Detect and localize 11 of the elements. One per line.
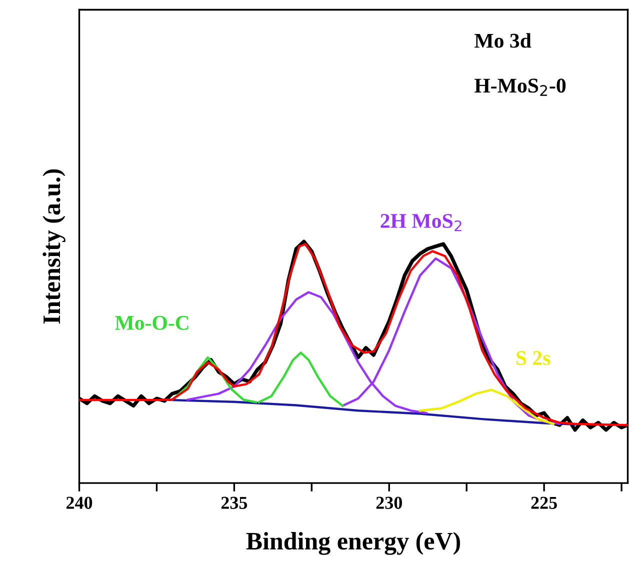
x-axis-title: Binding energy (eV) bbox=[246, 532, 460, 555]
x-tick-label: 240 bbox=[66, 496, 92, 509]
x-tick-label: 230 bbox=[376, 496, 402, 509]
text: H-MoS$_{2}$-0 bbox=[474, 78, 566, 96]
series-label: S 2s bbox=[516, 351, 550, 366]
y-axis-title: Intensity (a.u.) bbox=[42, 169, 66, 324]
x-tick-label: 235 bbox=[221, 496, 248, 509]
text: Mo 3d bbox=[474, 33, 532, 48]
x-tick-label: 225 bbox=[531, 496, 557, 509]
series-label: 2H MoS$_{2}$ bbox=[380, 214, 462, 232]
series-label: Mo-O-C bbox=[115, 316, 188, 330]
